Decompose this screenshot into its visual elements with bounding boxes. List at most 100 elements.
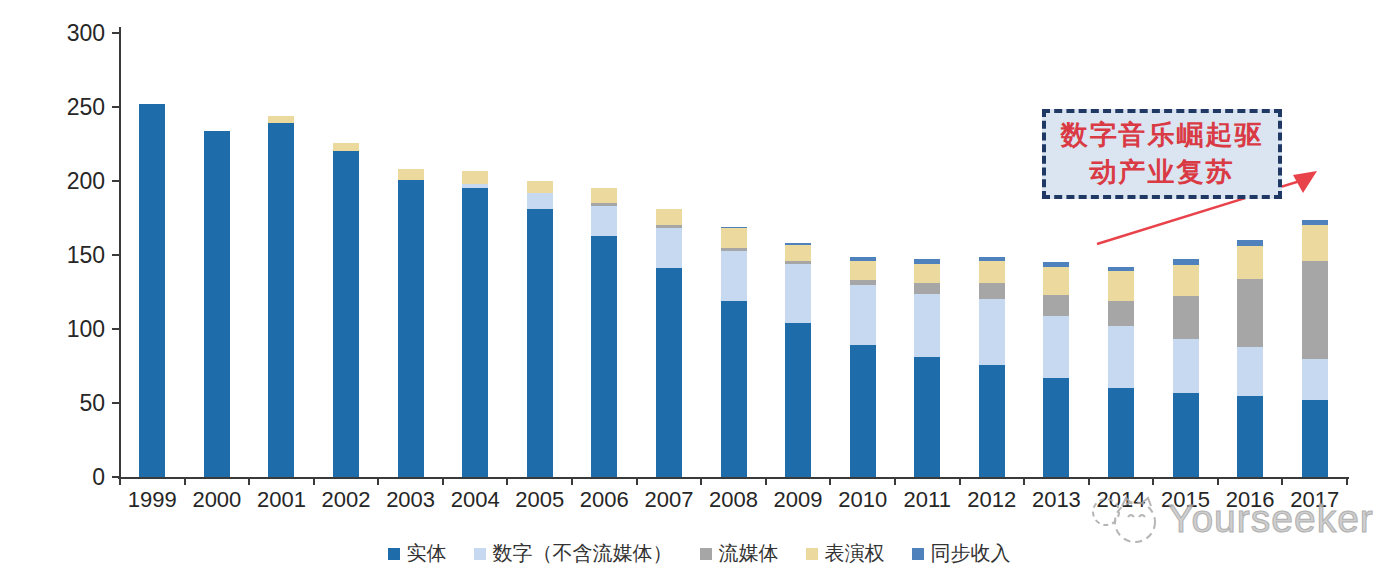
x-axis-tick	[571, 478, 573, 485]
bar-segment	[1108, 326, 1134, 388]
legend-label: 流媒体	[719, 540, 779, 567]
bar-segment	[1237, 279, 1263, 347]
bar-segment	[1043, 295, 1069, 316]
bar-2004	[462, 171, 488, 477]
legend-swatch	[700, 548, 712, 560]
bar-segment	[1302, 225, 1328, 261]
y-axis-tick	[112, 254, 119, 256]
y-axis-tick	[112, 328, 119, 330]
bar-segment	[1173, 296, 1199, 339]
legend-label: 数字（不含流媒体）	[493, 540, 673, 567]
bar-segment	[398, 169, 424, 179]
x-axis-label: 2007	[637, 488, 702, 512]
bar-1999	[139, 104, 165, 477]
y-axis-label: 250	[53, 95, 105, 119]
y-axis-tick	[112, 476, 119, 478]
legend-swatch	[806, 548, 818, 560]
bar-segment	[979, 299, 1005, 364]
x-axis-label: 2003	[378, 488, 443, 512]
bar-segment	[1237, 347, 1263, 396]
x-axis-tick	[1152, 478, 1154, 485]
legend-item: 同步收入	[912, 540, 1011, 567]
x-axis-tick	[829, 478, 831, 485]
bar-segment	[785, 245, 811, 261]
bar-segment	[268, 123, 294, 477]
bar-segment	[1237, 246, 1263, 279]
y-axis-tick	[112, 106, 119, 108]
bar-segment	[1108, 301, 1134, 326]
x-axis-label: 2006	[572, 488, 637, 512]
bar-segment	[527, 181, 553, 193]
bar-segment	[591, 236, 617, 477]
bar-2008	[721, 227, 747, 477]
bar-2015	[1173, 259, 1199, 477]
x-axis-label: 1999	[120, 488, 185, 512]
x-axis-tick	[313, 478, 315, 485]
bar-segment	[979, 365, 1005, 477]
x-axis-label: 2000	[185, 488, 250, 512]
x-axis-label: 2013	[1024, 488, 1089, 512]
bar-segment	[398, 180, 424, 477]
bar-segment	[721, 251, 747, 301]
bar-segment	[721, 301, 747, 477]
x-axis-label: 2004	[443, 488, 508, 512]
bar-segment	[333, 143, 359, 152]
bar-segment	[268, 116, 294, 123]
bar-segment	[1043, 316, 1069, 378]
bar-2007	[656, 209, 682, 477]
bar-segment	[527, 193, 553, 209]
legend-swatch	[474, 548, 486, 560]
yourseeker-logo-icon	[1086, 490, 1166, 548]
bar-segment	[462, 188, 488, 477]
y-axis-line	[119, 27, 121, 479]
x-axis-tick	[1217, 478, 1219, 485]
bar-2003	[398, 169, 424, 477]
bar-segment	[721, 228, 747, 247]
x-axis-tick	[119, 478, 121, 485]
y-axis-tick	[112, 402, 119, 404]
watermark: Yourseeker	[1086, 490, 1374, 548]
bar-segment	[785, 323, 811, 477]
y-axis-label: 0	[53, 465, 105, 489]
bar-segment	[785, 264, 811, 323]
bar-segment	[139, 104, 165, 477]
x-axis-label: 2009	[766, 488, 831, 512]
bar-segment	[1173, 265, 1199, 296]
x-axis-tick	[1023, 478, 1025, 485]
x-axis-tick	[636, 478, 638, 485]
x-axis-label: 2002	[314, 488, 379, 512]
stacked-bar-chart: 0501001502002503001999200020012002200320…	[0, 0, 1398, 582]
bar-2013	[1043, 262, 1069, 477]
bar-segment	[333, 151, 359, 477]
bar-segment	[1108, 271, 1134, 301]
bar-segment	[1302, 261, 1328, 359]
bar-segment	[656, 268, 682, 477]
annotation-callout: 数字音乐崛起驱 动产业复苏	[1042, 109, 1282, 199]
legend-label: 实体	[407, 540, 447, 567]
y-axis-label: 300	[53, 21, 105, 45]
x-axis-label: 2008	[701, 488, 766, 512]
x-axis-line	[118, 477, 1349, 479]
x-axis-tick	[506, 478, 508, 485]
bar-2010	[850, 257, 876, 478]
bar-segment	[1043, 378, 1069, 477]
x-axis-label: 2010	[830, 488, 895, 512]
bar-2002	[333, 143, 359, 477]
bar-segment	[527, 209, 553, 477]
y-axis-label: 150	[53, 243, 105, 267]
legend-label: 同步收入	[931, 540, 1011, 567]
bar-segment	[1237, 396, 1263, 477]
bar-segment	[850, 285, 876, 346]
bar-segment	[591, 206, 617, 236]
bar-2016	[1237, 240, 1263, 477]
x-axis-tick	[184, 478, 186, 485]
bar-segment	[1173, 339, 1199, 392]
y-axis-tick	[112, 32, 119, 34]
x-axis-tick	[248, 478, 250, 485]
bar-segment	[462, 171, 488, 184]
x-axis-tick	[959, 478, 961, 485]
bar-segment	[1173, 393, 1199, 477]
bar-segment	[914, 357, 940, 477]
x-axis-tick	[894, 478, 896, 485]
bar-2017	[1302, 220, 1328, 477]
